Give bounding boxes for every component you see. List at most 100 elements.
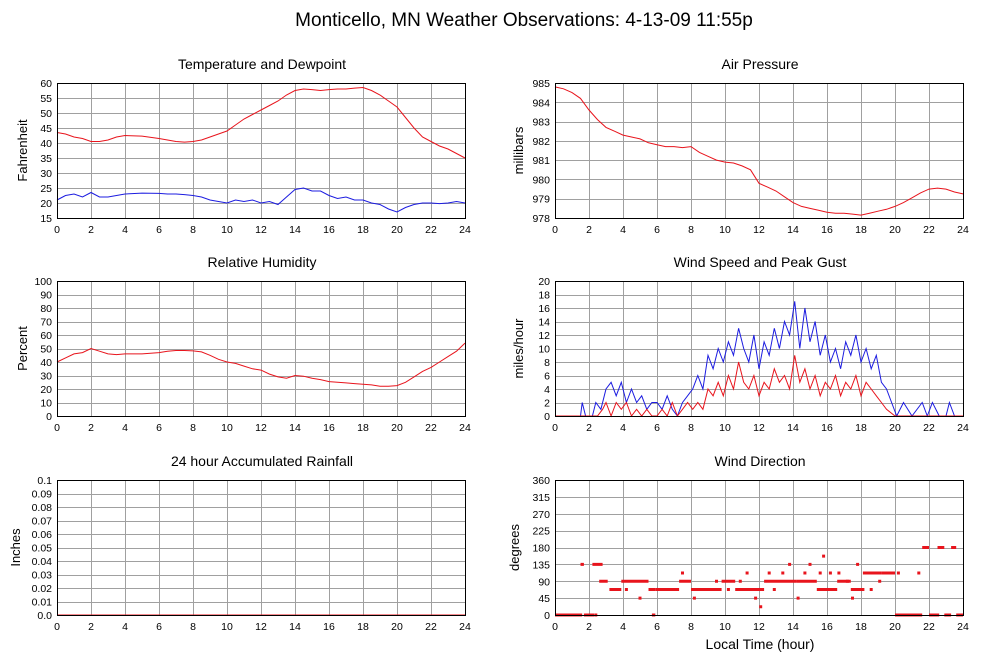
x-tick-label: 4	[620, 621, 626, 633]
x-tick-label: 6	[156, 224, 162, 236]
data-point	[808, 562, 812, 566]
x-tick-label: 4	[122, 621, 128, 633]
y-tick-label: 983	[532, 117, 550, 129]
y-tick-label: 25	[40, 183, 52, 195]
x-tick-label: 22	[923, 621, 935, 633]
y-tick-label: 60	[40, 330, 52, 342]
y-tick-label: 45	[538, 593, 550, 605]
y-tick-label: 225	[532, 526, 550, 538]
data-point	[822, 554, 826, 558]
data-point	[781, 571, 785, 575]
plot-frame	[555, 83, 964, 219]
x-tick-label: 14	[787, 621, 799, 633]
y-tick-label: 0.02	[32, 583, 53, 595]
x-tick-label: 18	[855, 621, 867, 633]
y-axis-label: Fahrenheit	[15, 119, 30, 182]
y-tick-label: 270	[532, 509, 550, 521]
y-tick-label: 20	[538, 276, 550, 288]
x-tick-label: 10	[221, 621, 233, 633]
data-point	[772, 588, 776, 591]
x-tick-label: 20	[889, 224, 901, 236]
x-tick-label: 2	[88, 224, 94, 236]
x-tick-label: 20	[391, 224, 403, 236]
y-tick-label: 0	[544, 411, 550, 423]
x-tick-label: 14	[787, 224, 799, 236]
data-point	[878, 579, 882, 583]
y-tick-label: 982	[532, 136, 550, 148]
x-tick-label: 22	[425, 621, 437, 633]
chart-title: Air Pressure	[721, 56, 798, 72]
y-tick-label: 979	[532, 194, 550, 206]
data-point	[869, 588, 873, 591]
x-tick-label: 12	[753, 422, 765, 434]
x-axis-label: Local Time (hour)	[706, 636, 815, 652]
x-tick-label: 16	[323, 224, 335, 236]
series-line-1	[56, 342, 466, 387]
data-point	[828, 571, 832, 575]
data-point	[837, 571, 841, 575]
x-tick-label: 10	[719, 422, 731, 434]
x-tick-label: 16	[821, 422, 833, 434]
data-point	[670, 588, 674, 591]
y-tick-label: 30	[40, 371, 52, 383]
y-tick-label: 55	[40, 93, 52, 105]
x-tick-label: 16	[821, 224, 833, 236]
y-tick-label: 10	[40, 398, 52, 410]
x-tick-label: 8	[190, 224, 196, 236]
x-tick-label: 20	[889, 422, 901, 434]
x-tick-label: 10	[719, 224, 731, 236]
x-tick-label: 0	[54, 224, 60, 236]
y-tick-label: 10	[538, 344, 550, 356]
x-tick-label: 14	[289, 621, 301, 633]
y-tick-label: 0.1	[37, 475, 52, 487]
data-point	[845, 579, 849, 583]
data-point	[738, 579, 742, 583]
y-tick-label: 18	[538, 290, 550, 302]
y-axis-label: miles/hour	[511, 318, 526, 379]
x-tick-label: 8	[688, 224, 694, 236]
data-point	[856, 562, 860, 566]
chart-title: Temperature and Dewpoint	[178, 56, 346, 72]
x-tick-label: 10	[221, 224, 233, 236]
x-tick-label: 24	[957, 224, 969, 236]
x-tick-label: 14	[289, 224, 301, 236]
data-point	[692, 596, 696, 600]
y-tick-label: 0.0	[37, 610, 52, 622]
y-tick-label: 985	[532, 78, 550, 90]
x-tick-label: 8	[190, 621, 196, 633]
y-tick-label: 20	[40, 384, 52, 396]
chart-title: Wind Direction	[714, 453, 805, 469]
y-tick-label: 135	[532, 559, 550, 571]
y-tick-label: 978	[532, 213, 550, 225]
data-point	[818, 571, 822, 575]
data-point	[745, 571, 749, 575]
series-line-1	[554, 86, 964, 216]
y-axis-label: Inches	[8, 528, 23, 567]
series-line-1	[555, 301, 963, 418]
data-point	[788, 562, 792, 566]
y-tick-label: 315	[532, 492, 550, 504]
y-tick-label: 90	[538, 576, 550, 588]
x-tick-label: 4	[620, 422, 626, 434]
x-tick-label: 16	[821, 621, 833, 633]
x-tick-label: 18	[855, 224, 867, 236]
y-tick-label: 980	[532, 174, 550, 186]
y-tick-label: 6	[544, 371, 550, 383]
x-tick-label: 20	[391, 422, 403, 434]
x-tick-label: 22	[425, 224, 437, 236]
y-tick-label: 180	[532, 543, 550, 555]
y-tick-label: 0.03	[32, 570, 53, 582]
y-tick-label: 8	[544, 357, 550, 369]
data-point	[767, 571, 771, 575]
figure-title: Monticello, MN Weather Observations: 4-1…	[295, 10, 753, 31]
x-tick-label: 0	[552, 621, 558, 633]
x-tick-label: 2	[586, 621, 592, 633]
data-point	[681, 571, 684, 575]
x-tick-label: 24	[957, 621, 969, 633]
data-point	[715, 579, 718, 583]
data-point	[759, 605, 763, 609]
data-point	[862, 571, 866, 575]
x-tick-label: 18	[357, 621, 369, 633]
